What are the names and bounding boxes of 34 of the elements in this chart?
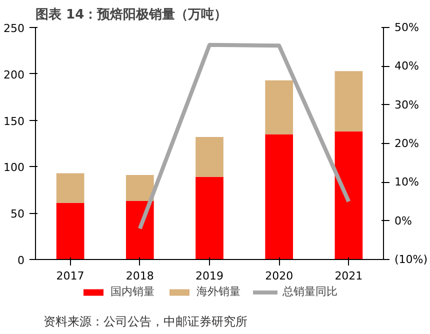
y-tick-label: 250: [4, 22, 25, 35]
y-tick-label: 100: [4, 161, 25, 174]
bar: [126, 201, 154, 260]
x-tick-label: 2017: [56, 270, 84, 282]
bar: [334, 71, 363, 132]
text: 资料来源：公司公告，中邮证券研究所: [44, 314, 248, 328]
x-tick-label: 2020: [265, 270, 294, 282]
bar: [265, 80, 294, 134]
x-tick-label: 2019: [196, 270, 224, 282]
y2-tick-label: 40%: [394, 60, 419, 73]
legend-label: 海外销量: [196, 284, 240, 299]
bar: [56, 202, 84, 260]
y2-tick-label: (10%): [394, 253, 428, 266]
y-tick-label: 150: [4, 114, 25, 128]
bar: [196, 176, 224, 260]
legend-label: 国内销量: [110, 284, 154, 299]
bar: [56, 173, 84, 203]
y2-tick-label: 50%: [394, 21, 419, 34]
bar: [196, 137, 224, 177]
bar: [334, 131, 363, 260]
chart-title: 图表 14：预焙阳极销量（万吨）: [36, 6, 228, 22]
y-tick-label: 50: [10, 208, 25, 221]
y-tick-label: 200: [4, 68, 25, 82]
line-series: [138, 42, 351, 231]
y2-tick-label: 0%: [394, 214, 412, 228]
bar: [126, 175, 154, 202]
bar: [265, 134, 294, 260]
y2-tick-label: 10%: [394, 176, 419, 189]
x-tick-label: 2021: [334, 270, 363, 282]
x-tick-label: 2018: [126, 270, 154, 282]
legend-label: 总销量同比: [282, 284, 338, 299]
y-tick-label: 0: [18, 254, 24, 267]
y2-tick-label: 20%: [394, 137, 419, 150]
y2-tick-label: 30%: [394, 98, 419, 112]
